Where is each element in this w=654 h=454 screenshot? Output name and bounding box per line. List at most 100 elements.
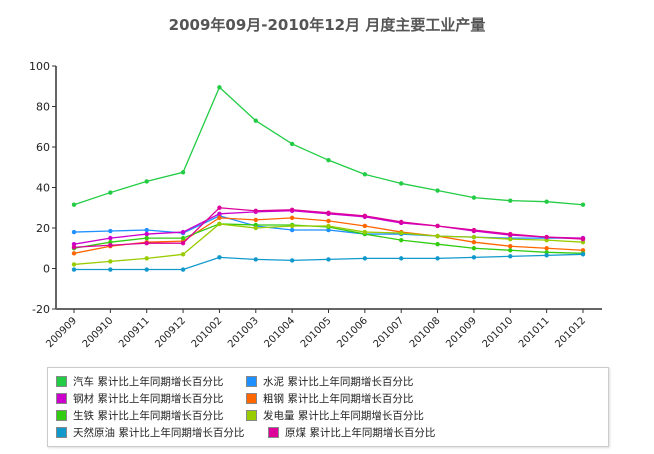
data-point <box>544 237 549 243</box>
data-point <box>180 240 186 246</box>
data-point <box>71 202 77 207</box>
x-tick-label: 200911 <box>117 315 152 350</box>
legend-swatch <box>56 410 67 421</box>
data-point <box>435 233 440 239</box>
data-point <box>508 254 513 259</box>
data-point <box>544 250 549 255</box>
data-point <box>544 199 549 204</box>
data-point <box>580 252 586 257</box>
data-point <box>580 239 586 245</box>
x-tick-label: 201012 <box>553 315 588 350</box>
data-point <box>399 181 404 186</box>
x-tick-label: 200912 <box>153 315 188 350</box>
data-point <box>108 190 113 195</box>
data-point <box>362 172 368 177</box>
data-point <box>326 227 331 233</box>
legend-label: 水泥 累计比上年同期增长百分比 <box>263 376 414 388</box>
data-point <box>253 208 258 213</box>
x-tick-label: 201005 <box>299 315 334 350</box>
legend-item[interactable]: 发电量 累计比上年同期增长百分比 <box>246 408 424 423</box>
x-tick-label: 200909 <box>44 315 79 350</box>
data-point <box>362 223 368 229</box>
legend-swatch <box>246 410 257 421</box>
data-point <box>180 252 186 257</box>
y-tick-label: 40 <box>36 182 50 195</box>
data-point <box>326 257 331 262</box>
data-point <box>71 251 77 256</box>
legend-item[interactable]: 天然原油 累计比上年同期增长百分比 <box>56 425 244 440</box>
data-point <box>471 234 477 240</box>
data-point <box>217 85 222 90</box>
y-tick-label: 0 <box>43 263 50 276</box>
data-point <box>144 267 149 272</box>
y-tick-label: 100 <box>29 60 50 73</box>
data-point <box>508 236 513 242</box>
legend-item[interactable]: 水泥 累计比上年同期增长百分比 <box>246 374 413 389</box>
legend-item[interactable]: 粗钢 累计比上年同期增长百分比 <box>246 391 413 406</box>
data-point <box>253 118 258 123</box>
data-point <box>471 227 477 233</box>
data-point <box>326 210 331 216</box>
data-point <box>71 242 77 247</box>
x-tick-label: 201008 <box>408 315 443 350</box>
legend: 汽车 累计比上年同期增长百分比 水泥 累计比上年同期增长百分比钢材 累计比上年同期… <box>47 367 609 447</box>
x-tick-label: 201010 <box>481 315 516 350</box>
data-point <box>289 141 295 147</box>
data-point <box>508 244 513 249</box>
y-tick-label: -20 <box>32 303 50 316</box>
data-point <box>399 219 404 225</box>
data-point <box>435 188 440 193</box>
data-point <box>217 211 222 217</box>
data-point <box>144 231 149 237</box>
data-point <box>326 223 331 229</box>
y-tick-label: 80 <box>36 101 50 114</box>
data-point <box>289 258 295 263</box>
x-tick-label: 201011 <box>517 315 552 350</box>
legend-label: 钢材 累计比上年同期增长百分比 <box>73 393 224 405</box>
data-point <box>471 195 477 200</box>
data-point <box>544 234 549 240</box>
data-point <box>289 207 295 212</box>
data-point <box>217 215 222 221</box>
data-point <box>471 239 477 245</box>
series-line <box>74 253 584 271</box>
legend-swatch <box>246 393 257 404</box>
data-point <box>580 202 586 207</box>
x-tick-label: 201003 <box>226 315 261 350</box>
data-point <box>471 246 477 251</box>
data-point <box>289 215 295 221</box>
legend-item[interactable]: 钢材 累计比上年同期增长百分比 <box>56 391 223 406</box>
data-point <box>108 243 113 248</box>
legend-item[interactable]: 生铁 累计比上年同期增长百分比 <box>56 408 223 423</box>
legend-swatch <box>56 427 67 438</box>
legend-label: 生铁 累计比上年同期增长百分比 <box>73 410 224 422</box>
data-point <box>471 255 477 260</box>
x-tick-label: 201002 <box>190 315 225 350</box>
legend-label: 原煤 累计比上年同期增长百分比 <box>285 427 436 439</box>
data-point <box>144 235 149 241</box>
legend-item[interactable]: 原煤 累计比上年同期增长百分比 <box>268 425 435 440</box>
data-point <box>108 259 113 264</box>
legend-item[interactable]: 汽车 累计比上年同期增长百分比 <box>56 374 223 389</box>
data-point <box>253 257 258 262</box>
data-point <box>71 262 77 267</box>
data-point <box>580 248 586 253</box>
x-tick-label: 201009 <box>444 315 479 350</box>
data-point <box>399 256 404 261</box>
data-point <box>180 229 186 235</box>
data-point <box>289 227 295 233</box>
x-tick-label: 201004 <box>262 315 297 350</box>
data-point <box>253 225 258 231</box>
data-point <box>326 218 331 224</box>
legend-label: 粗钢 累计比上年同期增长百分比 <box>263 393 414 405</box>
data-point <box>508 248 513 253</box>
data-point <box>253 222 258 228</box>
legend-label: 天然原油 累计比上年同期增长百分比 <box>73 427 245 439</box>
data-point <box>71 229 77 235</box>
data-point <box>362 229 368 235</box>
data-point <box>71 267 77 272</box>
data-point <box>435 223 440 229</box>
data-point <box>180 170 186 175</box>
data-point <box>108 228 113 234</box>
legend-swatch <box>246 376 257 387</box>
